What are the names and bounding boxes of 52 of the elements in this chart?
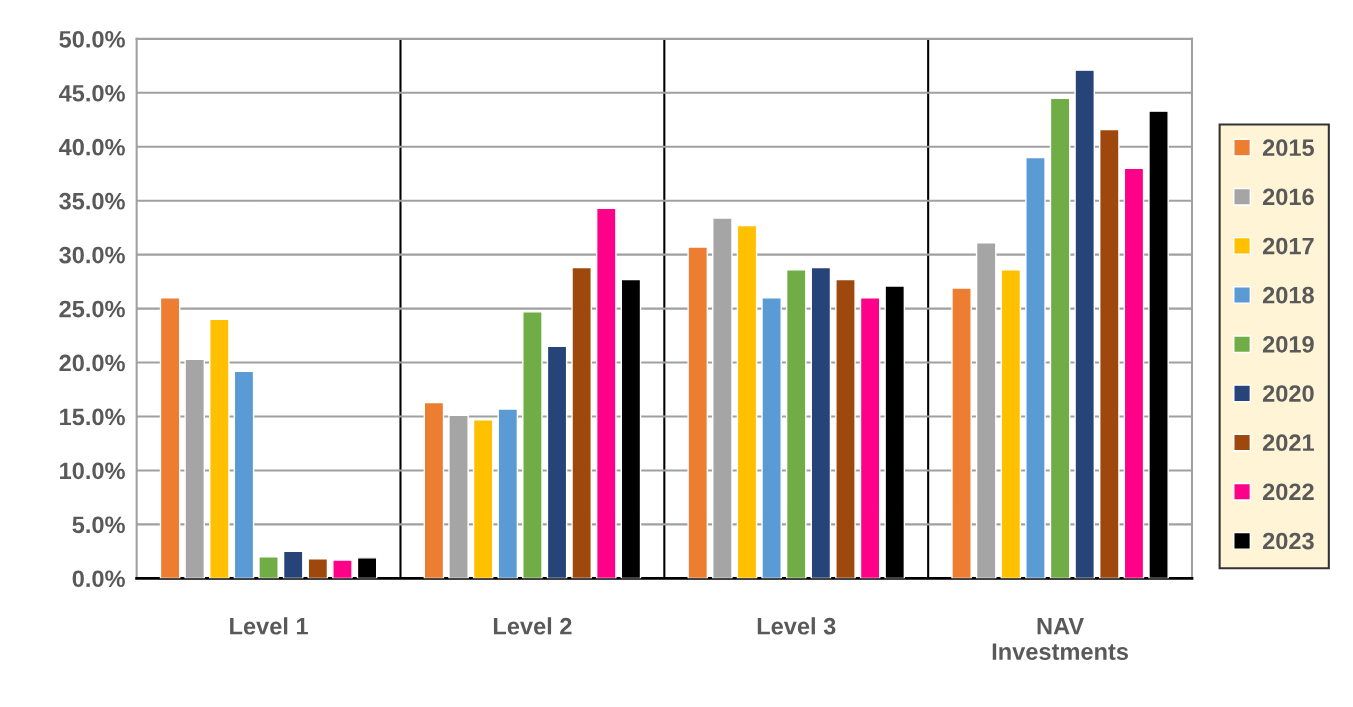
legend-label: 2015 bbox=[1262, 139, 1314, 157]
legend-label: 2022 bbox=[1262, 483, 1314, 501]
bar bbox=[785, 269, 807, 579]
bar bbox=[835, 278, 856, 579]
x-tick-label: Level 1 bbox=[230, 617, 308, 635]
legend-label: 2016 bbox=[1262, 188, 1314, 206]
bar bbox=[1049, 97, 1071, 579]
legend-label: 2018 bbox=[1262, 286, 1314, 304]
bar bbox=[332, 559, 353, 579]
legend-label: 2023 bbox=[1262, 532, 1314, 550]
bar bbox=[761, 297, 782, 579]
bar bbox=[859, 297, 881, 579]
bar bbox=[307, 558, 329, 579]
bar bbox=[687, 246, 709, 579]
bar bbox=[1074, 69, 1095, 579]
y-tick-label: 20.0% bbox=[59, 354, 125, 372]
x-tick-label: Level 3 bbox=[757, 617, 836, 635]
bar bbox=[1099, 128, 1120, 579]
y-tick-label: 10.0% bbox=[60, 462, 125, 480]
bar bbox=[736, 224, 758, 579]
y-tick-label: 25.0% bbox=[59, 300, 125, 318]
bar bbox=[282, 550, 304, 579]
bar bbox=[233, 370, 255, 579]
y-tick-label: 30.0% bbox=[59, 246, 125, 264]
y-tick-label: 50.0% bbox=[59, 30, 125, 48]
bar bbox=[1123, 167, 1145, 579]
bar bbox=[423, 401, 445, 579]
legend-label: 2017 bbox=[1262, 237, 1314, 255]
bar bbox=[258, 556, 279, 579]
x-tick-label: NAV Investments bbox=[992, 618, 1128, 660]
bar bbox=[571, 266, 592, 579]
bar bbox=[1000, 269, 1022, 579]
legend-label: 2021 bbox=[1262, 434, 1314, 452]
legend-label: 2019 bbox=[1262, 335, 1314, 353]
bar bbox=[810, 266, 832, 579]
bar bbox=[472, 419, 494, 579]
bar bbox=[522, 311, 543, 579]
y-tick-label: 5.0% bbox=[72, 516, 125, 534]
y-tick-label: 15.0% bbox=[60, 408, 125, 426]
bar bbox=[159, 297, 181, 579]
bar bbox=[1025, 156, 1046, 579]
bar bbox=[209, 318, 230, 579]
y-tick-label: 40.0% bbox=[58, 138, 125, 156]
y-tick-label: 0.0% bbox=[72, 570, 125, 588]
bar bbox=[951, 287, 972, 579]
bar bbox=[497, 408, 519, 579]
x-tick-label: Level 2 bbox=[493, 617, 572, 635]
y-tick-label: 35.0% bbox=[59, 192, 125, 210]
bar bbox=[546, 345, 568, 579]
y-tick-label: 45.0% bbox=[58, 84, 125, 102]
bar bbox=[595, 207, 617, 579]
legend-label: 2020 bbox=[1262, 385, 1314, 402]
